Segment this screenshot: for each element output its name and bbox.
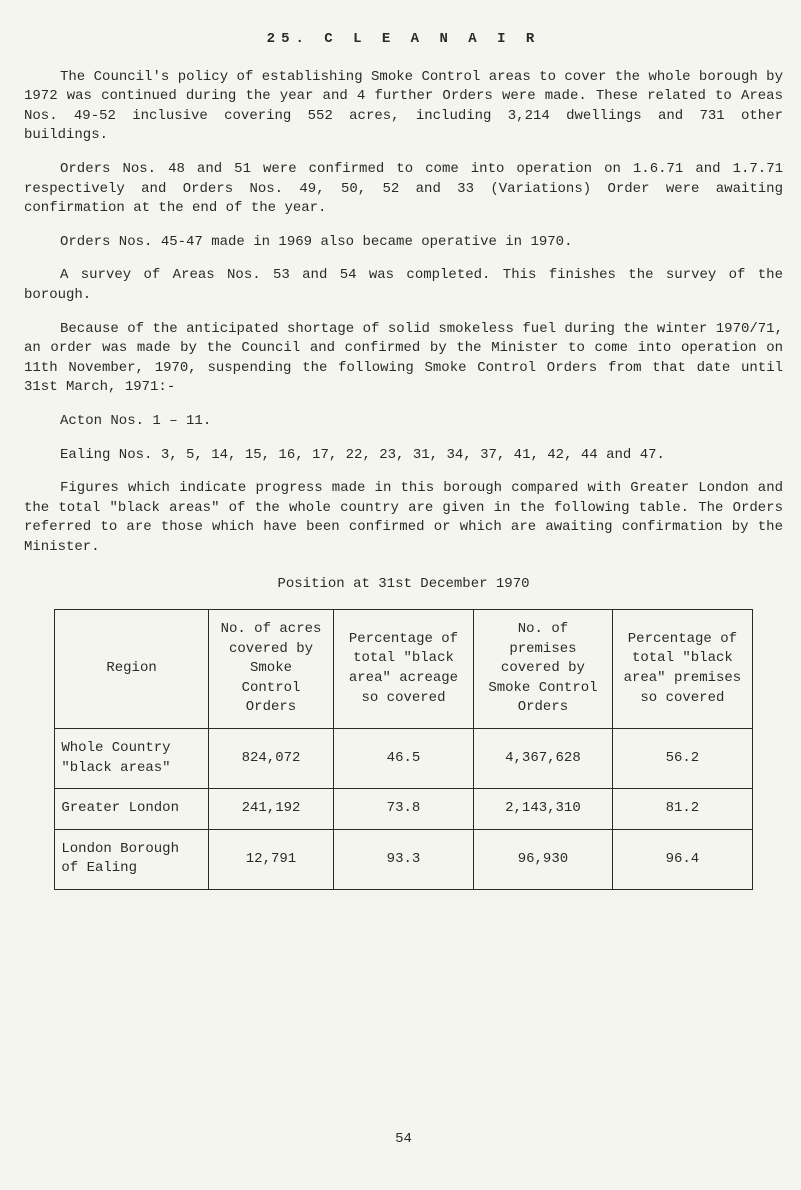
paragraph: A survey of Areas Nos. 53 and 54 was com… <box>24 266 783 305</box>
cell-region: Greater London <box>55 789 208 830</box>
section-heading: 25. C L E A N A I R <box>24 30 783 50</box>
paragraph: Figures which indicate progress made in … <box>24 479 783 557</box>
col-header: No. of premises covered by Smoke Control… <box>473 610 612 729</box>
cell-value: 73.8 <box>334 789 473 830</box>
cell-value: 81.2 <box>613 789 752 830</box>
table-header-row: Region No. of acres covered by Smoke Con… <box>55 610 752 729</box>
col-header: No. of acres covered by Smoke Control Or… <box>208 610 334 729</box>
cell-value: 241,192 <box>208 789 334 830</box>
position-table: Region No. of acres covered by Smoke Con… <box>54 609 752 890</box>
cell-value: 2,143,310 <box>473 789 612 830</box>
paragraph: Ealing Nos. 3, 5, 14, 15, 16, 17, 22, 23… <box>24 446 783 466</box>
col-header: Percentage of total "black area" acreage… <box>334 610 473 729</box>
paragraph: Because of the anticipated shortage of s… <box>24 320 783 398</box>
cell-value: 46.5 <box>334 729 473 789</box>
cell-region: Whole Country "black areas" <box>55 729 208 789</box>
paragraph: Acton Nos. 1 – 11. <box>24 412 783 432</box>
cell-value: 824,072 <box>208 729 334 789</box>
cell-value: 4,367,628 <box>473 729 612 789</box>
cell-value: 96,930 <box>473 829 612 889</box>
cell-value: 96.4 <box>613 829 752 889</box>
cell-value: 12,791 <box>208 829 334 889</box>
table-row: London Borough of Ealing 12,791 93.3 96,… <box>55 829 752 889</box>
cell-value: 93.3 <box>334 829 473 889</box>
table-caption: Position at 31st December 1970 <box>24 575 783 595</box>
table-row: Whole Country "black areas" 824,072 46.5… <box>55 729 752 789</box>
cell-value: 56.2 <box>613 729 752 789</box>
col-header: Region <box>55 610 208 729</box>
paragraph: Orders Nos. 45-47 made in 1969 also beca… <box>24 233 783 253</box>
paragraph: The Council's policy of establishing Smo… <box>24 68 783 146</box>
table-row: Greater London 241,192 73.8 2,143,310 81… <box>55 789 752 830</box>
page-number: 54 <box>24 1130 783 1150</box>
paragraph: Orders Nos. 48 and 51 were confirmed to … <box>24 160 783 219</box>
cell-region: London Borough of Ealing <box>55 829 208 889</box>
col-header: Percentage of total "black area" premise… <box>613 610 752 729</box>
